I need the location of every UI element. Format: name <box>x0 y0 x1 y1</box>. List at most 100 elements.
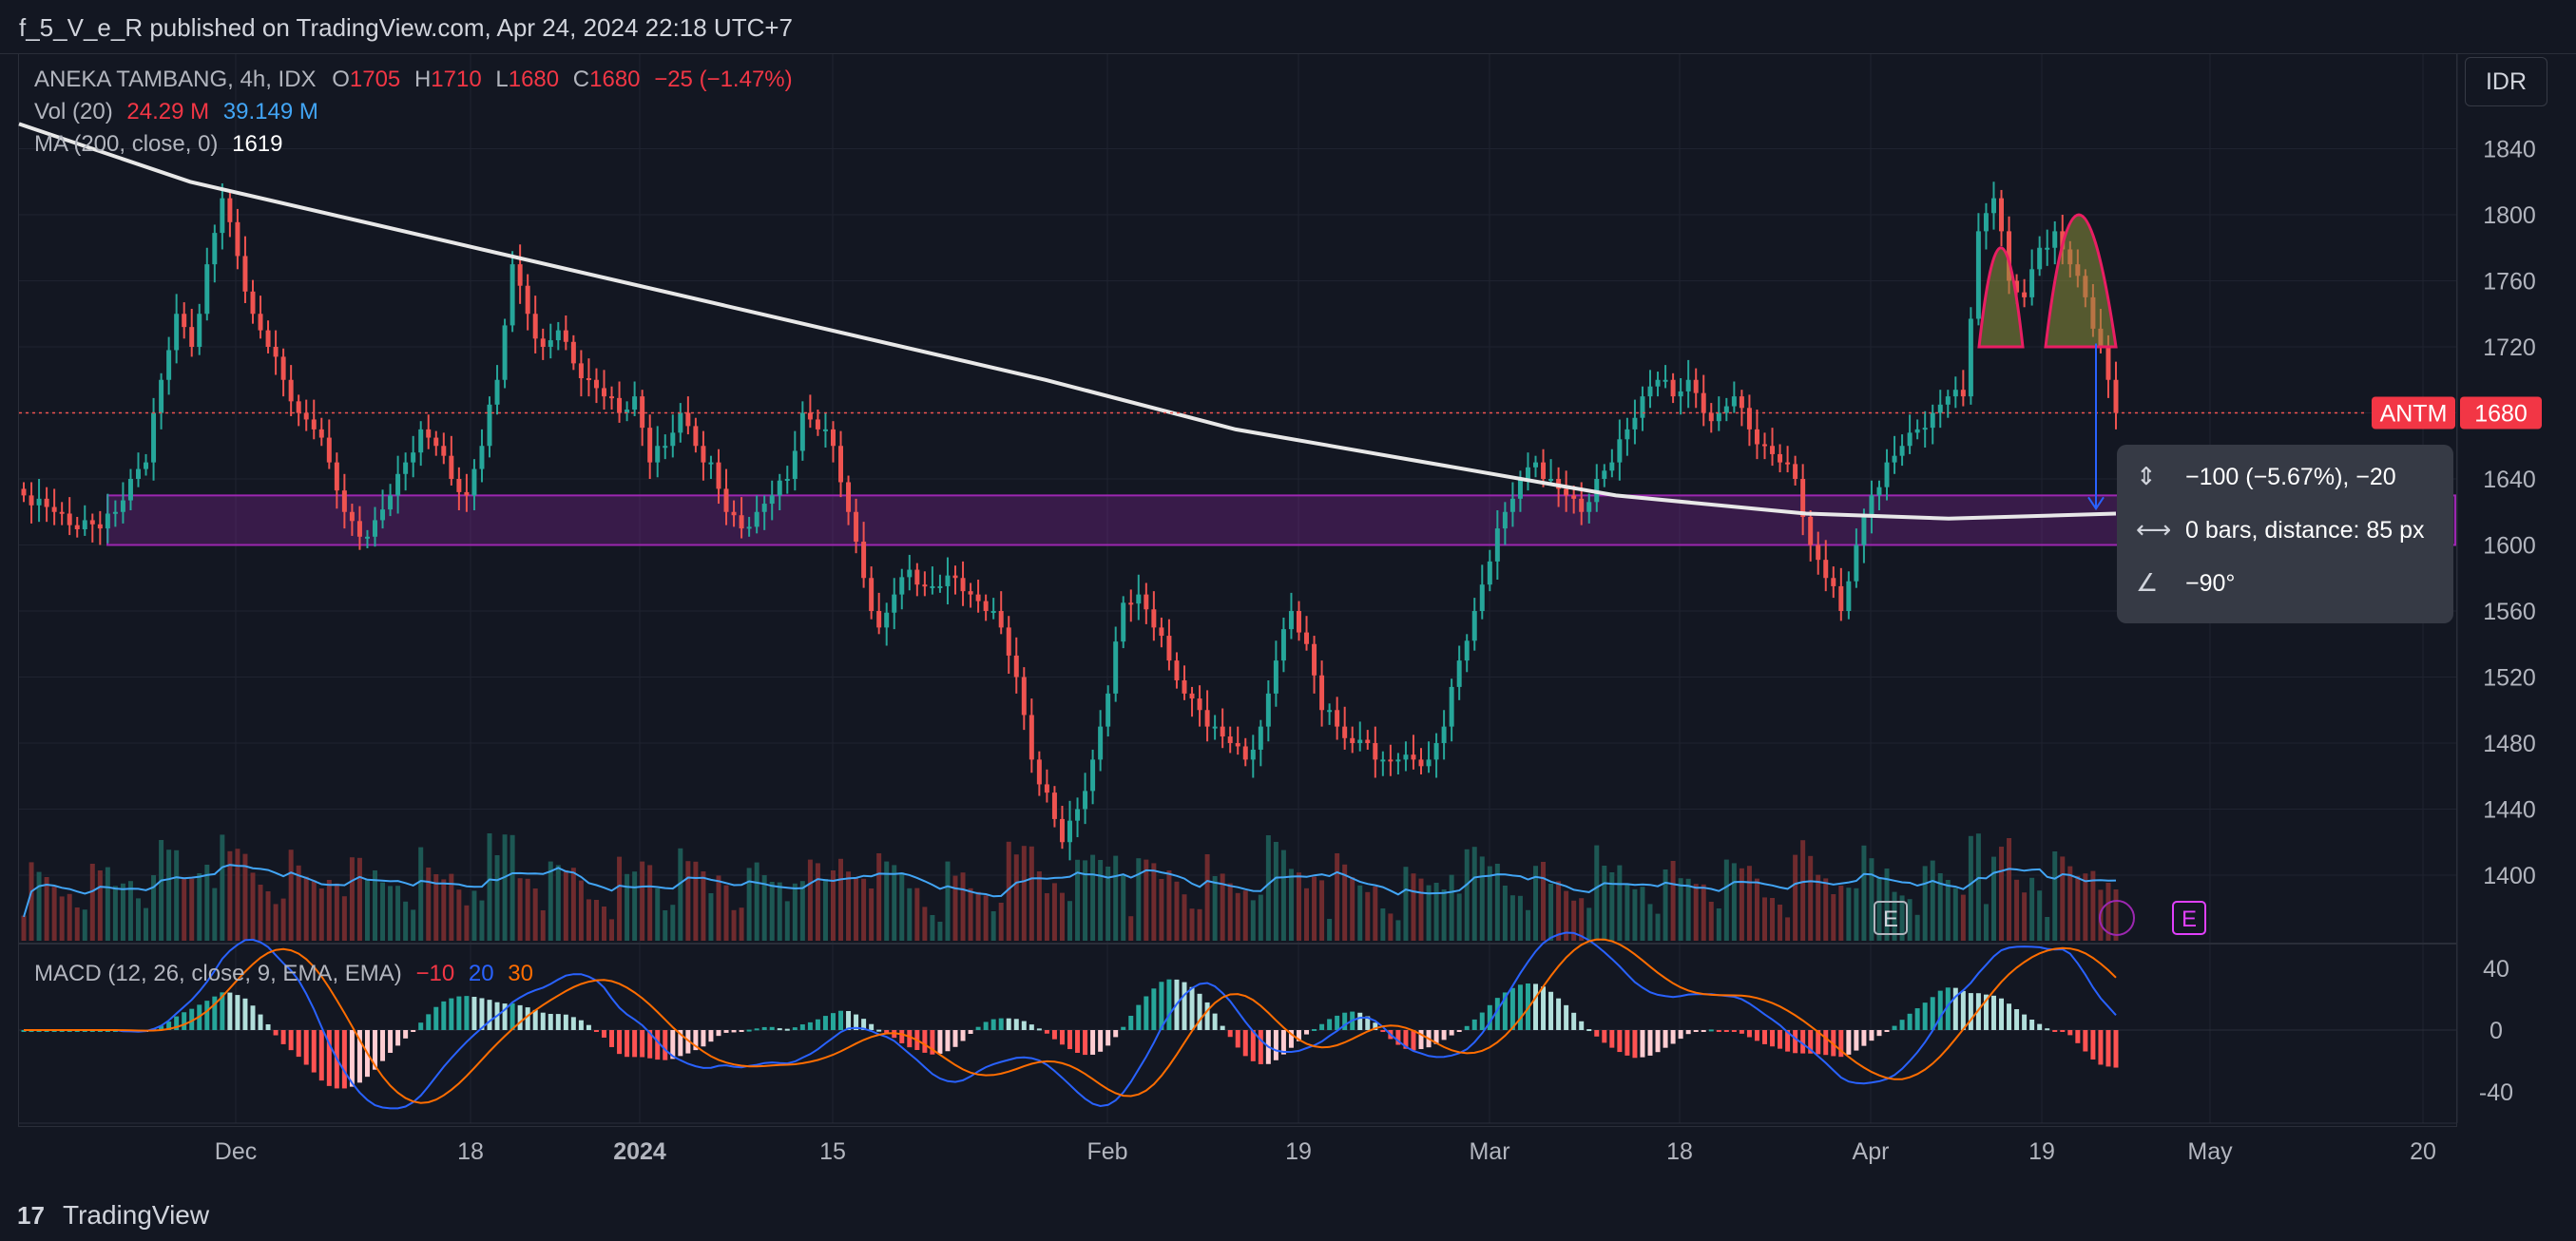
candle-body <box>807 412 813 420</box>
volume-bar <box>494 855 500 941</box>
candle-body <box>97 524 103 529</box>
open-label: O <box>332 67 350 92</box>
time-tick-label: 15 <box>819 1138 846 1165</box>
volume-bar <box>876 853 882 941</box>
candle-body <box>1655 379 1661 387</box>
candle-body <box>1113 641 1119 694</box>
macd-hist-bar <box>517 1004 523 1030</box>
macd-hist-bar <box>1151 988 1157 1030</box>
macd-hist-bar <box>373 1030 378 1070</box>
volume-legend[interactable]: Vol (20) 24.29 M 39.149 M <box>34 99 318 125</box>
volume-bar <box>1426 885 1432 941</box>
macd-hist-bar <box>563 1014 568 1030</box>
candle-body <box>1044 784 1049 793</box>
candle-body <box>197 314 202 347</box>
ma-legend[interactable]: MA (200, close, 0) 1619 <box>34 131 282 158</box>
candle-body <box>998 611 1004 628</box>
candle-body <box>1235 743 1240 747</box>
candle-body <box>593 379 599 389</box>
candle-body <box>120 500 125 512</box>
volume-bar <box>960 872 966 941</box>
macd-hist-bar <box>861 1019 867 1030</box>
macd-hist-bar <box>1678 1030 1683 1040</box>
macd-hist-bar <box>1731 1030 1737 1032</box>
candle-body <box>2105 347 2111 380</box>
time-tick-label: 2024 <box>613 1138 666 1165</box>
volume-bar <box>1640 887 1645 941</box>
volume-bar <box>1723 859 1729 941</box>
macd-hist-bar <box>769 1026 775 1030</box>
macd-hist-bar <box>1861 1030 1867 1046</box>
volume-bar <box>1136 858 1142 941</box>
volume-bar <box>1350 877 1355 941</box>
symbol-legend[interactable]: ANEKA TAMBANG, 4h, IDX O1705 H1710 L1680… <box>34 67 793 93</box>
price-tick-label: 1640 <box>2483 467 2536 493</box>
angle-icon: ∠ <box>2136 568 2159 597</box>
candle-body <box>433 437 439 447</box>
candle-body <box>1770 446 1776 454</box>
candle-body <box>273 347 279 357</box>
candle-body <box>250 291 256 315</box>
macd-hist-bar <box>1159 982 1164 1030</box>
macd-hist-bar <box>235 995 240 1030</box>
volume-bar <box>1212 876 1218 941</box>
volume-bar <box>1937 873 1943 941</box>
macd-hist-bar <box>1816 1030 1821 1055</box>
candle-body <box>1990 198 1996 214</box>
volume-bar <box>1754 878 1759 941</box>
price-tick-label: 1840 <box>2483 137 2536 163</box>
macd-hist-bar <box>182 1012 187 1030</box>
candle-body <box>1258 726 1263 750</box>
macd-hist-bar <box>670 1030 676 1060</box>
volume-bar <box>21 915 27 941</box>
candle-body <box>1487 561 1492 585</box>
candle-body <box>1579 498 1585 512</box>
candle-body <box>983 601 989 611</box>
volume-bar <box>1312 876 1317 941</box>
macd-hist-bar <box>876 1029 882 1032</box>
volume-bar <box>1449 874 1454 941</box>
macd-hist-bar <box>1800 1030 1806 1054</box>
candle-body <box>364 536 370 539</box>
macd-hist-bar <box>960 1030 966 1041</box>
macd-hist-bar <box>1663 1030 1668 1048</box>
macd-hist-bar <box>242 998 248 1030</box>
macd-hist-bar <box>1502 992 1508 1030</box>
support-zone-rect <box>106 494 2456 546</box>
volume-bar <box>1335 853 1340 941</box>
macd-hist-bar <box>1258 1030 1263 1064</box>
macd-hist-bar <box>1479 1012 1485 1030</box>
macd-hist-bar <box>1128 1015 1134 1030</box>
macd-hist-bar <box>403 1030 409 1039</box>
candle-body <box>494 379 500 405</box>
volume-bar <box>952 875 958 941</box>
macd-hist-bar <box>983 1021 989 1030</box>
macd-legend[interactable]: MACD (12, 26, close, 9, EMA, EMA) −10 20… <box>34 961 533 987</box>
volume-bar <box>1999 847 2004 941</box>
macd-hist-bar <box>1884 1030 1890 1032</box>
volume-bar <box>693 861 699 941</box>
candle-body <box>746 526 752 529</box>
volume-bar <box>1907 899 1913 941</box>
tradingview-brand[interactable]: TradingView <box>63 1200 210 1230</box>
macd-hist-bar <box>1754 1030 1759 1041</box>
macd-hist-bar <box>411 1030 416 1032</box>
volume-bar <box>1876 877 1882 941</box>
volume-bar <box>525 878 530 941</box>
macd-hist-bar <box>1250 1030 1256 1061</box>
macd-hist-bar <box>1602 1030 1607 1043</box>
macd-label: MACD (12, 26, close, 9, EMA, EMA) <box>34 961 402 986</box>
earnings-box <box>1874 901 1908 935</box>
volume-bar <box>1990 856 1996 941</box>
candle-body <box>838 446 844 483</box>
macd-hist-bar <box>1632 1030 1638 1059</box>
currency-button[interactable]: IDR <box>2465 57 2547 106</box>
macd-hist-bar <box>426 1014 432 1030</box>
macd-hist-bar <box>1685 1030 1691 1035</box>
volume-bar <box>548 861 553 941</box>
volume-bar <box>625 873 630 941</box>
macd-hist-bar <box>1975 993 1981 1030</box>
candle-body <box>334 462 339 491</box>
macd-hist-bar <box>2052 1030 2058 1032</box>
